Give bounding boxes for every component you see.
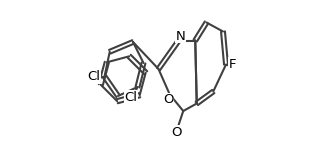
Text: F: F bbox=[229, 58, 236, 71]
Text: O: O bbox=[172, 126, 182, 138]
Text: N: N bbox=[175, 30, 185, 42]
Text: Cl: Cl bbox=[87, 70, 100, 83]
Text: O: O bbox=[163, 93, 173, 106]
Text: Cl: Cl bbox=[124, 91, 137, 104]
